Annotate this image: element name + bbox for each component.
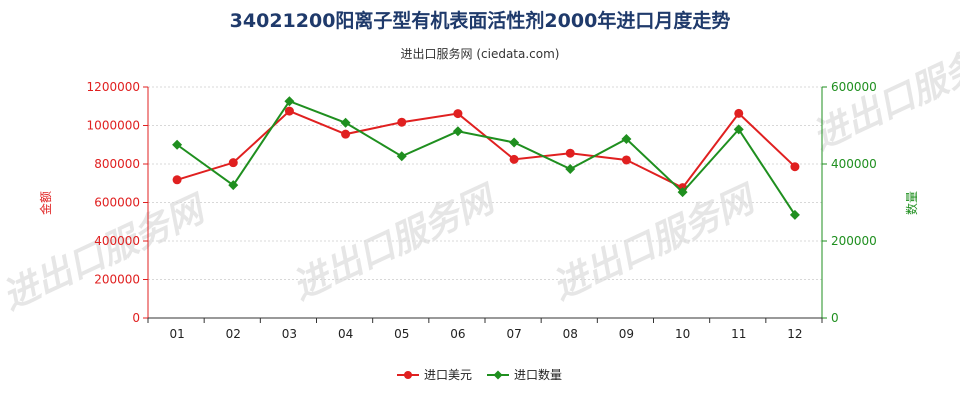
- watermark: 进出口服务网: [546, 178, 764, 309]
- legend-marker: [493, 370, 503, 380]
- legend-label: 进口美元: [424, 368, 472, 382]
- data-point-quantity: [733, 124, 744, 135]
- data-point-amount: [453, 109, 463, 119]
- y-right-axis-title: 数量: [904, 191, 919, 215]
- data-point-amount: [284, 106, 294, 116]
- watermark: 进出口服务网: [286, 178, 504, 309]
- y-left-tick-label: 200000: [94, 273, 140, 287]
- axes: 0 200000 400000 600000 800000 1000000 1200000 0…: [87, 80, 877, 341]
- data-point-amount: [228, 158, 238, 168]
- y-left-axis-title: 金额: [38, 191, 53, 215]
- watermark: 进出口服务网: [806, 28, 960, 159]
- data-point-quantity: [452, 126, 463, 137]
- series-line-amount: [176, 109, 796, 189]
- y-left-tick-label: 0: [132, 311, 140, 325]
- data-point-amount: [565, 148, 575, 158]
- y-left-tick-label: 1000000: [87, 119, 140, 133]
- y-left-tick-label: 600000: [94, 196, 140, 210]
- data-point-amount: [509, 154, 519, 164]
- x-tick-label: 04: [338, 327, 353, 341]
- x-tick-label: 02: [226, 327, 241, 341]
- x-tick-label: 01: [169, 327, 184, 341]
- data-point-quantity: [284, 96, 295, 107]
- x-tick-label: 10: [675, 327, 690, 341]
- data-point-amount: [734, 108, 744, 118]
- legend-item-quantity: 进口数量: [487, 367, 562, 382]
- x-tick-label: 03: [282, 327, 297, 341]
- data-point-quantity: [565, 164, 576, 175]
- x-tick-label: 12: [787, 327, 802, 341]
- y-right-tick-label: 600000: [831, 80, 877, 94]
- data-point-quantity: [621, 133, 632, 144]
- series-line-quantity: [176, 100, 796, 216]
- data-point-quantity: [228, 180, 239, 191]
- y-right-tick-label: 200000: [831, 234, 877, 248]
- x-tick-label: 09: [619, 327, 634, 341]
- watermark-layer: 进出口服务网 进出口服务网 进出口服务网 进出口服务网: [0, 28, 960, 319]
- x-tick-label: 08: [563, 327, 578, 341]
- legend: 进口美元 进口数量: [397, 367, 562, 382]
- data-point-quantity: [789, 209, 800, 220]
- legend-marker: [404, 371, 412, 379]
- data-point-quantity: [340, 117, 351, 128]
- data-point-amount: [790, 162, 800, 172]
- data-point-amount: [397, 117, 407, 127]
- data-point-amount: [341, 129, 351, 139]
- grid-lines: [148, 86, 822, 280]
- y-right-tick-label: 0: [831, 311, 839, 325]
- chart-title: 34021200阳离子型有机表面活性剂2000年进口月度走势: [229, 10, 731, 32]
- data-point-quantity: [172, 139, 183, 150]
- legend-label: 进口数量: [514, 367, 562, 382]
- x-tick-label: 07: [506, 327, 521, 341]
- data-point-quantity: [509, 137, 520, 148]
- data-point-amount: [172, 175, 182, 185]
- y-left-tick-label: 1200000: [87, 80, 140, 94]
- x-tick-label: 06: [450, 327, 465, 341]
- series-layer: [172, 96, 800, 220]
- data-point-amount: [621, 155, 631, 165]
- y-left-tick-label: 800000: [94, 157, 140, 171]
- x-tick-label: 05: [394, 327, 409, 341]
- legend-item-amount: 进口美元: [397, 368, 472, 382]
- y-left-tick-label: 400000: [94, 234, 140, 248]
- chart-subtitle: 进出口服务网 (ciedata.com): [400, 47, 560, 61]
- data-point-quantity: [677, 187, 688, 198]
- data-point-quantity: [396, 151, 407, 162]
- y-right-tick-label: 400000: [831, 157, 877, 171]
- x-tick-label: 11: [731, 327, 746, 341]
